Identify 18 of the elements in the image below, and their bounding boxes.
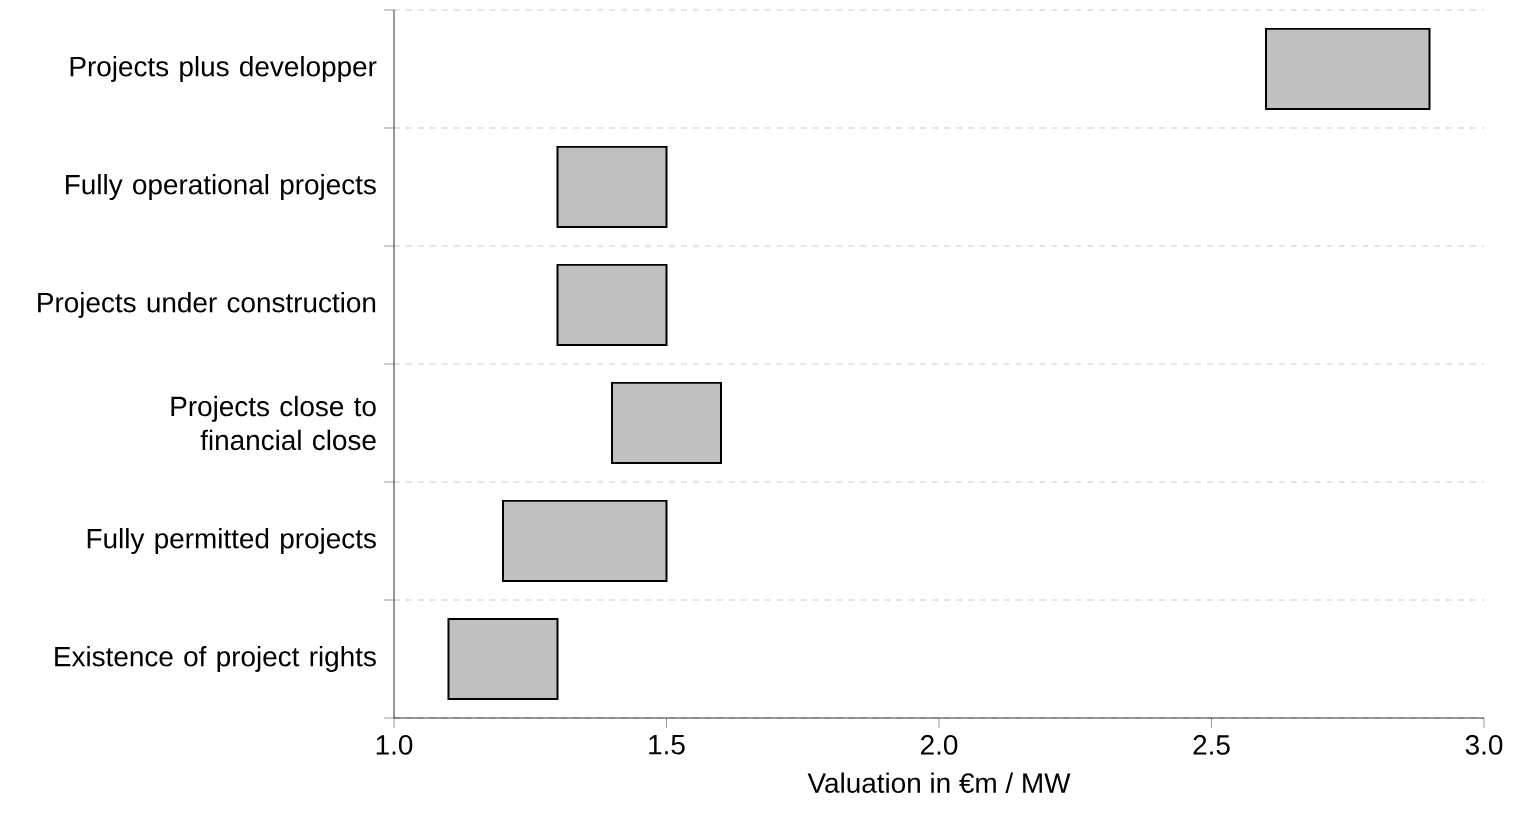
- x-axis-title: Valuation in €m / MW: [807, 772, 1071, 793]
- x-tick-label: 1.0: [376, 735, 413, 755]
- bar: [556, 263, 668, 347]
- bar: [556, 145, 668, 229]
- bar: [447, 617, 559, 701]
- y-tick-label: Projects under construction: [38, 291, 376, 318]
- bar: [611, 381, 722, 465]
- x-tick-label: 2.0: [921, 735, 958, 755]
- y-tick-label: Fully operational projects: [66, 173, 376, 200]
- x-tick-label: 2.5: [1193, 735, 1230, 755]
- x-tick-label: 1.5: [649, 735, 685, 755]
- bar: [502, 499, 668, 583]
- y-tick-label: Existence of project rights: [55, 645, 376, 672]
- y-tick-label: Projects plus developper: [70, 55, 377, 82]
- y-tick-label: Projects close to financial close: [171, 395, 376, 451]
- y-tick-label: Fully permitted projects: [87, 527, 376, 554]
- bar: [1265, 27, 1431, 111]
- x-tick-label: 3.0: [1465, 735, 1503, 755]
